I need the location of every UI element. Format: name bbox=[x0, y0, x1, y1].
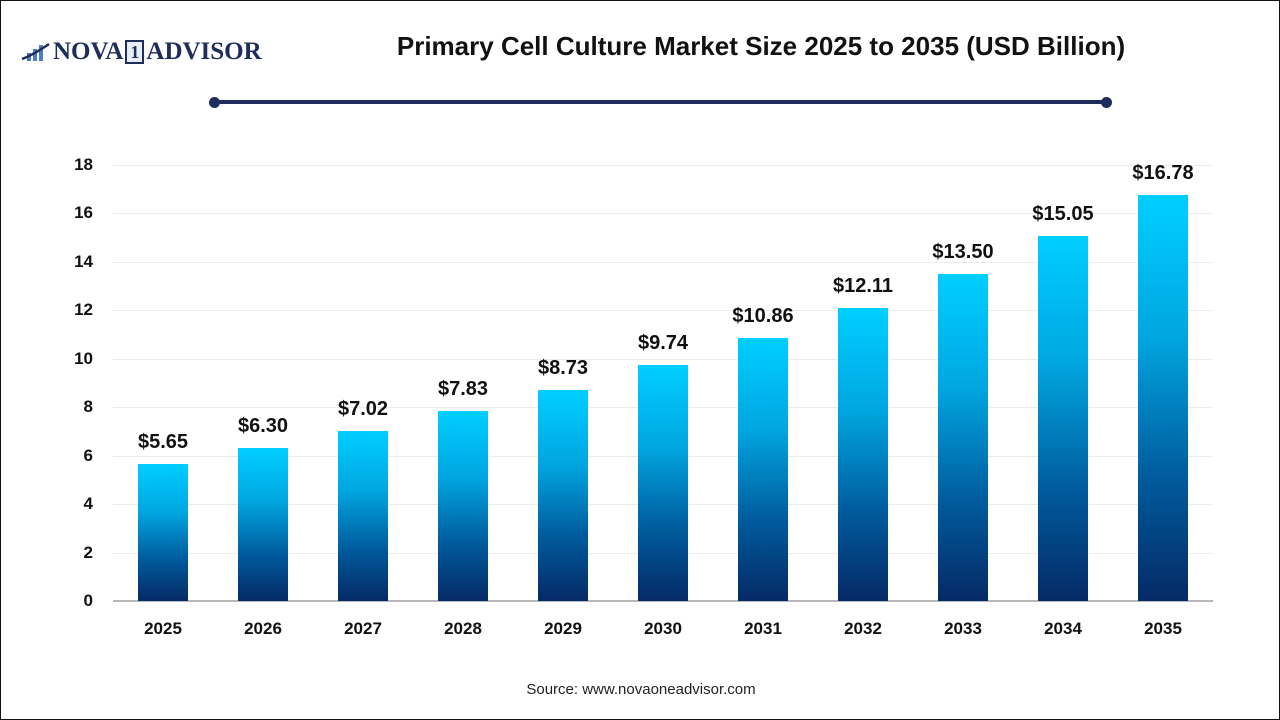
x-tick-label: 2035 bbox=[1144, 619, 1182, 638]
y-tick-label: 12 bbox=[74, 300, 93, 320]
x-tick-label: 2033 bbox=[944, 619, 982, 638]
bar-2028 bbox=[438, 411, 488, 601]
bar-value-label: $7.02 bbox=[337, 397, 389, 420]
y-tick-label: 14 bbox=[74, 251, 93, 271]
bar-2025 bbox=[138, 464, 188, 601]
bar-value-label: $10.86 bbox=[732, 304, 794, 327]
logo-word-nova: NOVA bbox=[53, 38, 124, 65]
bar-2032 bbox=[838, 307, 888, 601]
y-tick-label: 18 bbox=[74, 155, 93, 174]
logo-text: NOVA 1 ADVISOR bbox=[53, 38, 262, 66]
gridline bbox=[113, 213, 1213, 215]
bar-value-label: $15.05 bbox=[1032, 203, 1094, 226]
title-underline bbox=[214, 100, 1107, 104]
bar-chart-swoosh-icon bbox=[21, 42, 50, 61]
bar-2033 bbox=[938, 274, 988, 601]
bar-value-label: $8.73 bbox=[537, 356, 589, 379]
bar-2035 bbox=[1138, 194, 1188, 601]
bar-value-label: $16.78 bbox=[1132, 161, 1194, 184]
logo: NOVA 1 ADVISOR bbox=[21, 37, 262, 67]
bar-2031 bbox=[738, 337, 788, 601]
x-tick-label: 2030 bbox=[644, 619, 682, 638]
underline-dot-right bbox=[1101, 97, 1112, 108]
y-tick-label: 2 bbox=[83, 542, 93, 562]
x-tick-label: 2026 bbox=[244, 619, 282, 638]
bar-value-label: $9.74 bbox=[637, 332, 689, 355]
bar-value-label: $13.50 bbox=[932, 241, 994, 263]
gridline bbox=[113, 310, 1213, 312]
x-tick-label: 2028 bbox=[444, 619, 482, 638]
bar-2027 bbox=[338, 430, 388, 601]
bar-2026 bbox=[238, 448, 288, 601]
y-tick-label: 6 bbox=[83, 445, 93, 465]
gridline bbox=[113, 165, 1213, 166]
x-tick-label: 2031 bbox=[744, 619, 782, 638]
plot-area: $5.65 $6.30 $7.02 $7.83 $8.73 $9.74 $10.86 $12.… bbox=[113, 161, 1213, 602]
x-tick-label: 2025 bbox=[144, 619, 182, 638]
source-note: Source: www.novaoneadvisor.com bbox=[526, 681, 756, 698]
x-tick-label: 2034 bbox=[1044, 619, 1082, 638]
underline-dot-left bbox=[209, 97, 220, 108]
logo-word-advisor: ADVISOR bbox=[146, 38, 262, 65]
bar-value-label: $5.65 bbox=[137, 431, 189, 454]
chart-title: Primary Cell Culture Market Size 2025 to… bbox=[396, 31, 1126, 61]
y-tick-label: 16 bbox=[74, 203, 93, 223]
bar-value-label: $7.83 bbox=[437, 378, 489, 401]
y-tick-label: 0 bbox=[83, 591, 93, 610]
bar-value-label: $12.11 bbox=[832, 274, 894, 297]
x-tick-label: 2032 bbox=[844, 619, 882, 638]
y-tick-label: 10 bbox=[74, 348, 93, 368]
bar-value-label: $6.30 bbox=[237, 415, 289, 438]
x-tick-label: 2029 bbox=[544, 619, 582, 638]
y-tick-label: 8 bbox=[83, 397, 93, 417]
gridline bbox=[113, 358, 1213, 360]
x-axis-line bbox=[113, 600, 1213, 602]
logo-one-box: 1 bbox=[125, 40, 145, 64]
x-tick-label: 2027 bbox=[344, 619, 382, 638]
y-tick-label: 4 bbox=[83, 494, 93, 514]
gridline bbox=[113, 261, 1213, 263]
bar-2030 bbox=[638, 365, 688, 601]
bar-2029 bbox=[538, 389, 588, 601]
bar-2034 bbox=[1038, 236, 1088, 601]
